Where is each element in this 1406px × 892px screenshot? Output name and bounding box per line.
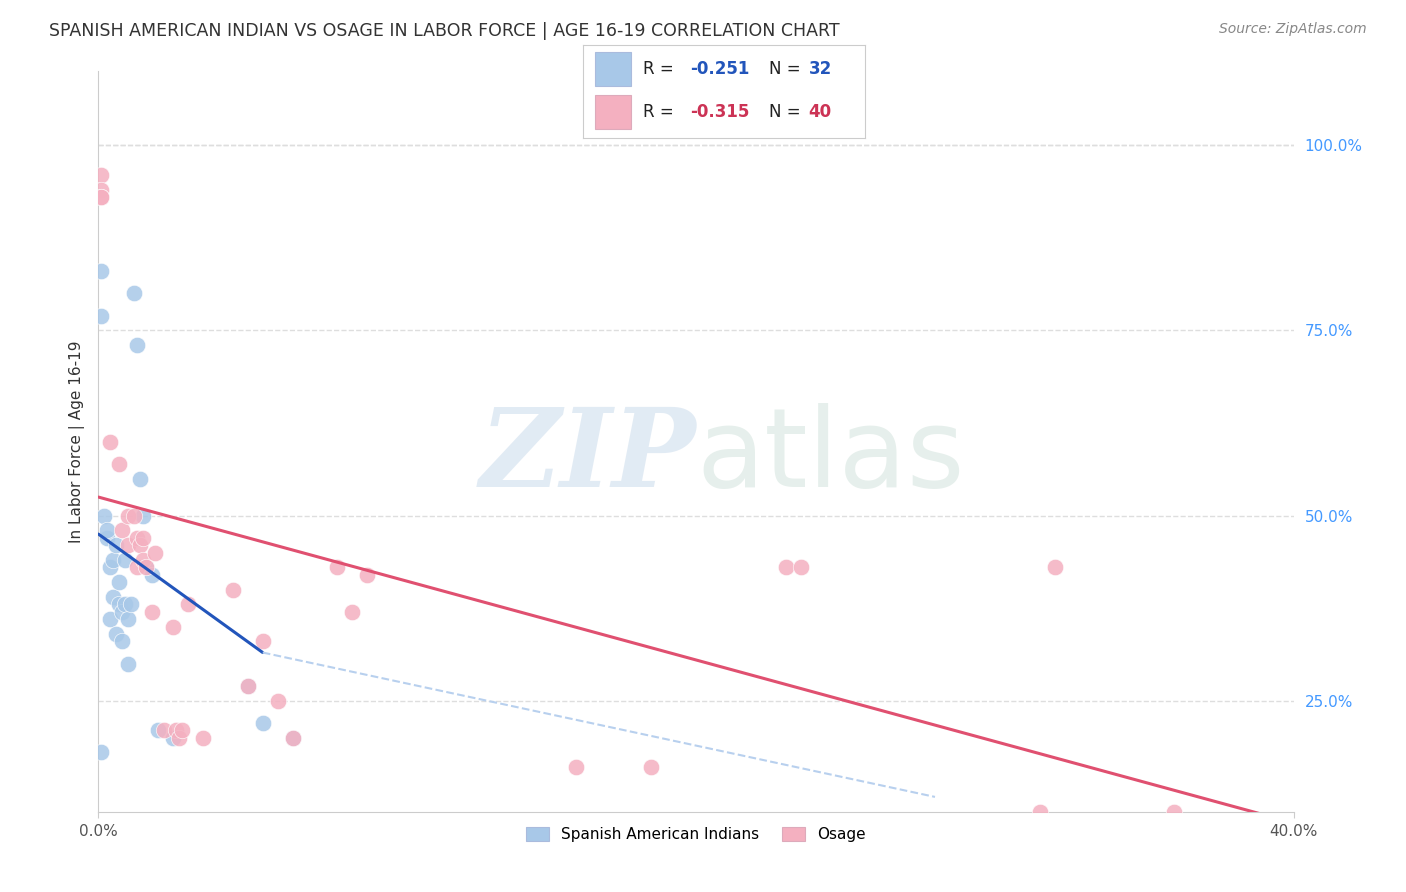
Text: SPANISH AMERICAN INDIAN VS OSAGE IN LABOR FORCE | AGE 16-19 CORRELATION CHART: SPANISH AMERICAN INDIAN VS OSAGE IN LABO…	[49, 22, 839, 40]
Point	[177, 598, 200, 612]
Point	[236, 679, 259, 693]
Text: R =: R =	[643, 60, 679, 78]
Point	[108, 457, 131, 471]
Point	[162, 620, 184, 634]
Text: N =: N =	[769, 103, 806, 121]
Point	[135, 560, 157, 574]
Point	[236, 679, 259, 693]
Point	[114, 598, 136, 612]
Point	[96, 531, 118, 545]
Text: 40: 40	[808, 103, 831, 121]
Text: Source: ZipAtlas.com: Source: ZipAtlas.com	[1219, 22, 1367, 37]
Point	[281, 731, 304, 745]
Point	[127, 338, 149, 352]
Point	[135, 560, 157, 574]
Point	[191, 731, 214, 745]
Point	[108, 598, 131, 612]
Point	[111, 605, 134, 619]
Point	[267, 694, 290, 708]
Bar	[595, 52, 631, 86]
Point	[141, 605, 163, 619]
Point	[103, 590, 125, 604]
Point	[252, 715, 274, 730]
Bar	[595, 95, 631, 129]
Text: N =: N =	[769, 60, 806, 78]
Point	[105, 538, 128, 552]
Point	[222, 582, 245, 597]
Point	[775, 560, 797, 574]
Point	[117, 612, 139, 626]
Point	[326, 560, 349, 574]
Point	[90, 746, 112, 760]
Text: ZIP: ZIP	[479, 402, 696, 510]
Point	[93, 508, 115, 523]
Point	[111, 634, 134, 648]
Point	[90, 264, 112, 278]
Text: 32: 32	[808, 60, 832, 78]
Point	[124, 508, 146, 523]
Point	[640, 760, 662, 774]
Point	[148, 723, 170, 738]
Point	[129, 538, 152, 552]
Point	[342, 605, 364, 619]
Point	[162, 731, 184, 745]
Point	[252, 634, 274, 648]
Point	[98, 434, 122, 449]
Point	[281, 731, 304, 745]
Point	[143, 545, 166, 560]
Point	[141, 567, 163, 582]
Text: R =: R =	[643, 103, 679, 121]
Point	[90, 183, 112, 197]
Text: atlas: atlas	[696, 403, 965, 510]
Point	[172, 723, 194, 738]
Point	[789, 560, 811, 574]
Point	[105, 627, 128, 641]
Text: -0.315: -0.315	[690, 103, 749, 121]
Point	[120, 598, 142, 612]
Point	[356, 567, 378, 582]
Point	[117, 508, 139, 523]
Point	[1043, 560, 1066, 574]
Point	[103, 553, 125, 567]
Point	[127, 560, 149, 574]
Point	[127, 531, 149, 545]
Y-axis label: In Labor Force | Age 16-19: In Labor Force | Age 16-19	[69, 340, 84, 543]
Point	[132, 508, 155, 523]
Point	[153, 723, 176, 738]
Point	[96, 524, 118, 538]
Legend: Spanish American Indians, Osage: Spanish American Indians, Osage	[520, 822, 872, 848]
Point	[167, 731, 190, 745]
Point	[132, 553, 155, 567]
Point	[1163, 805, 1185, 819]
Point	[98, 612, 122, 626]
Point	[114, 553, 136, 567]
Point	[132, 531, 155, 545]
Point	[111, 524, 134, 538]
Point	[124, 286, 146, 301]
Point	[165, 723, 187, 738]
Point	[1028, 805, 1050, 819]
Point	[90, 309, 112, 323]
Point	[90, 190, 112, 204]
Point	[108, 575, 131, 590]
Point	[90, 168, 112, 182]
Point	[117, 538, 139, 552]
Point	[90, 190, 112, 204]
Point	[129, 471, 152, 485]
Point	[565, 760, 588, 774]
Point	[98, 560, 122, 574]
Text: -0.251: -0.251	[690, 60, 749, 78]
Point	[117, 657, 139, 671]
